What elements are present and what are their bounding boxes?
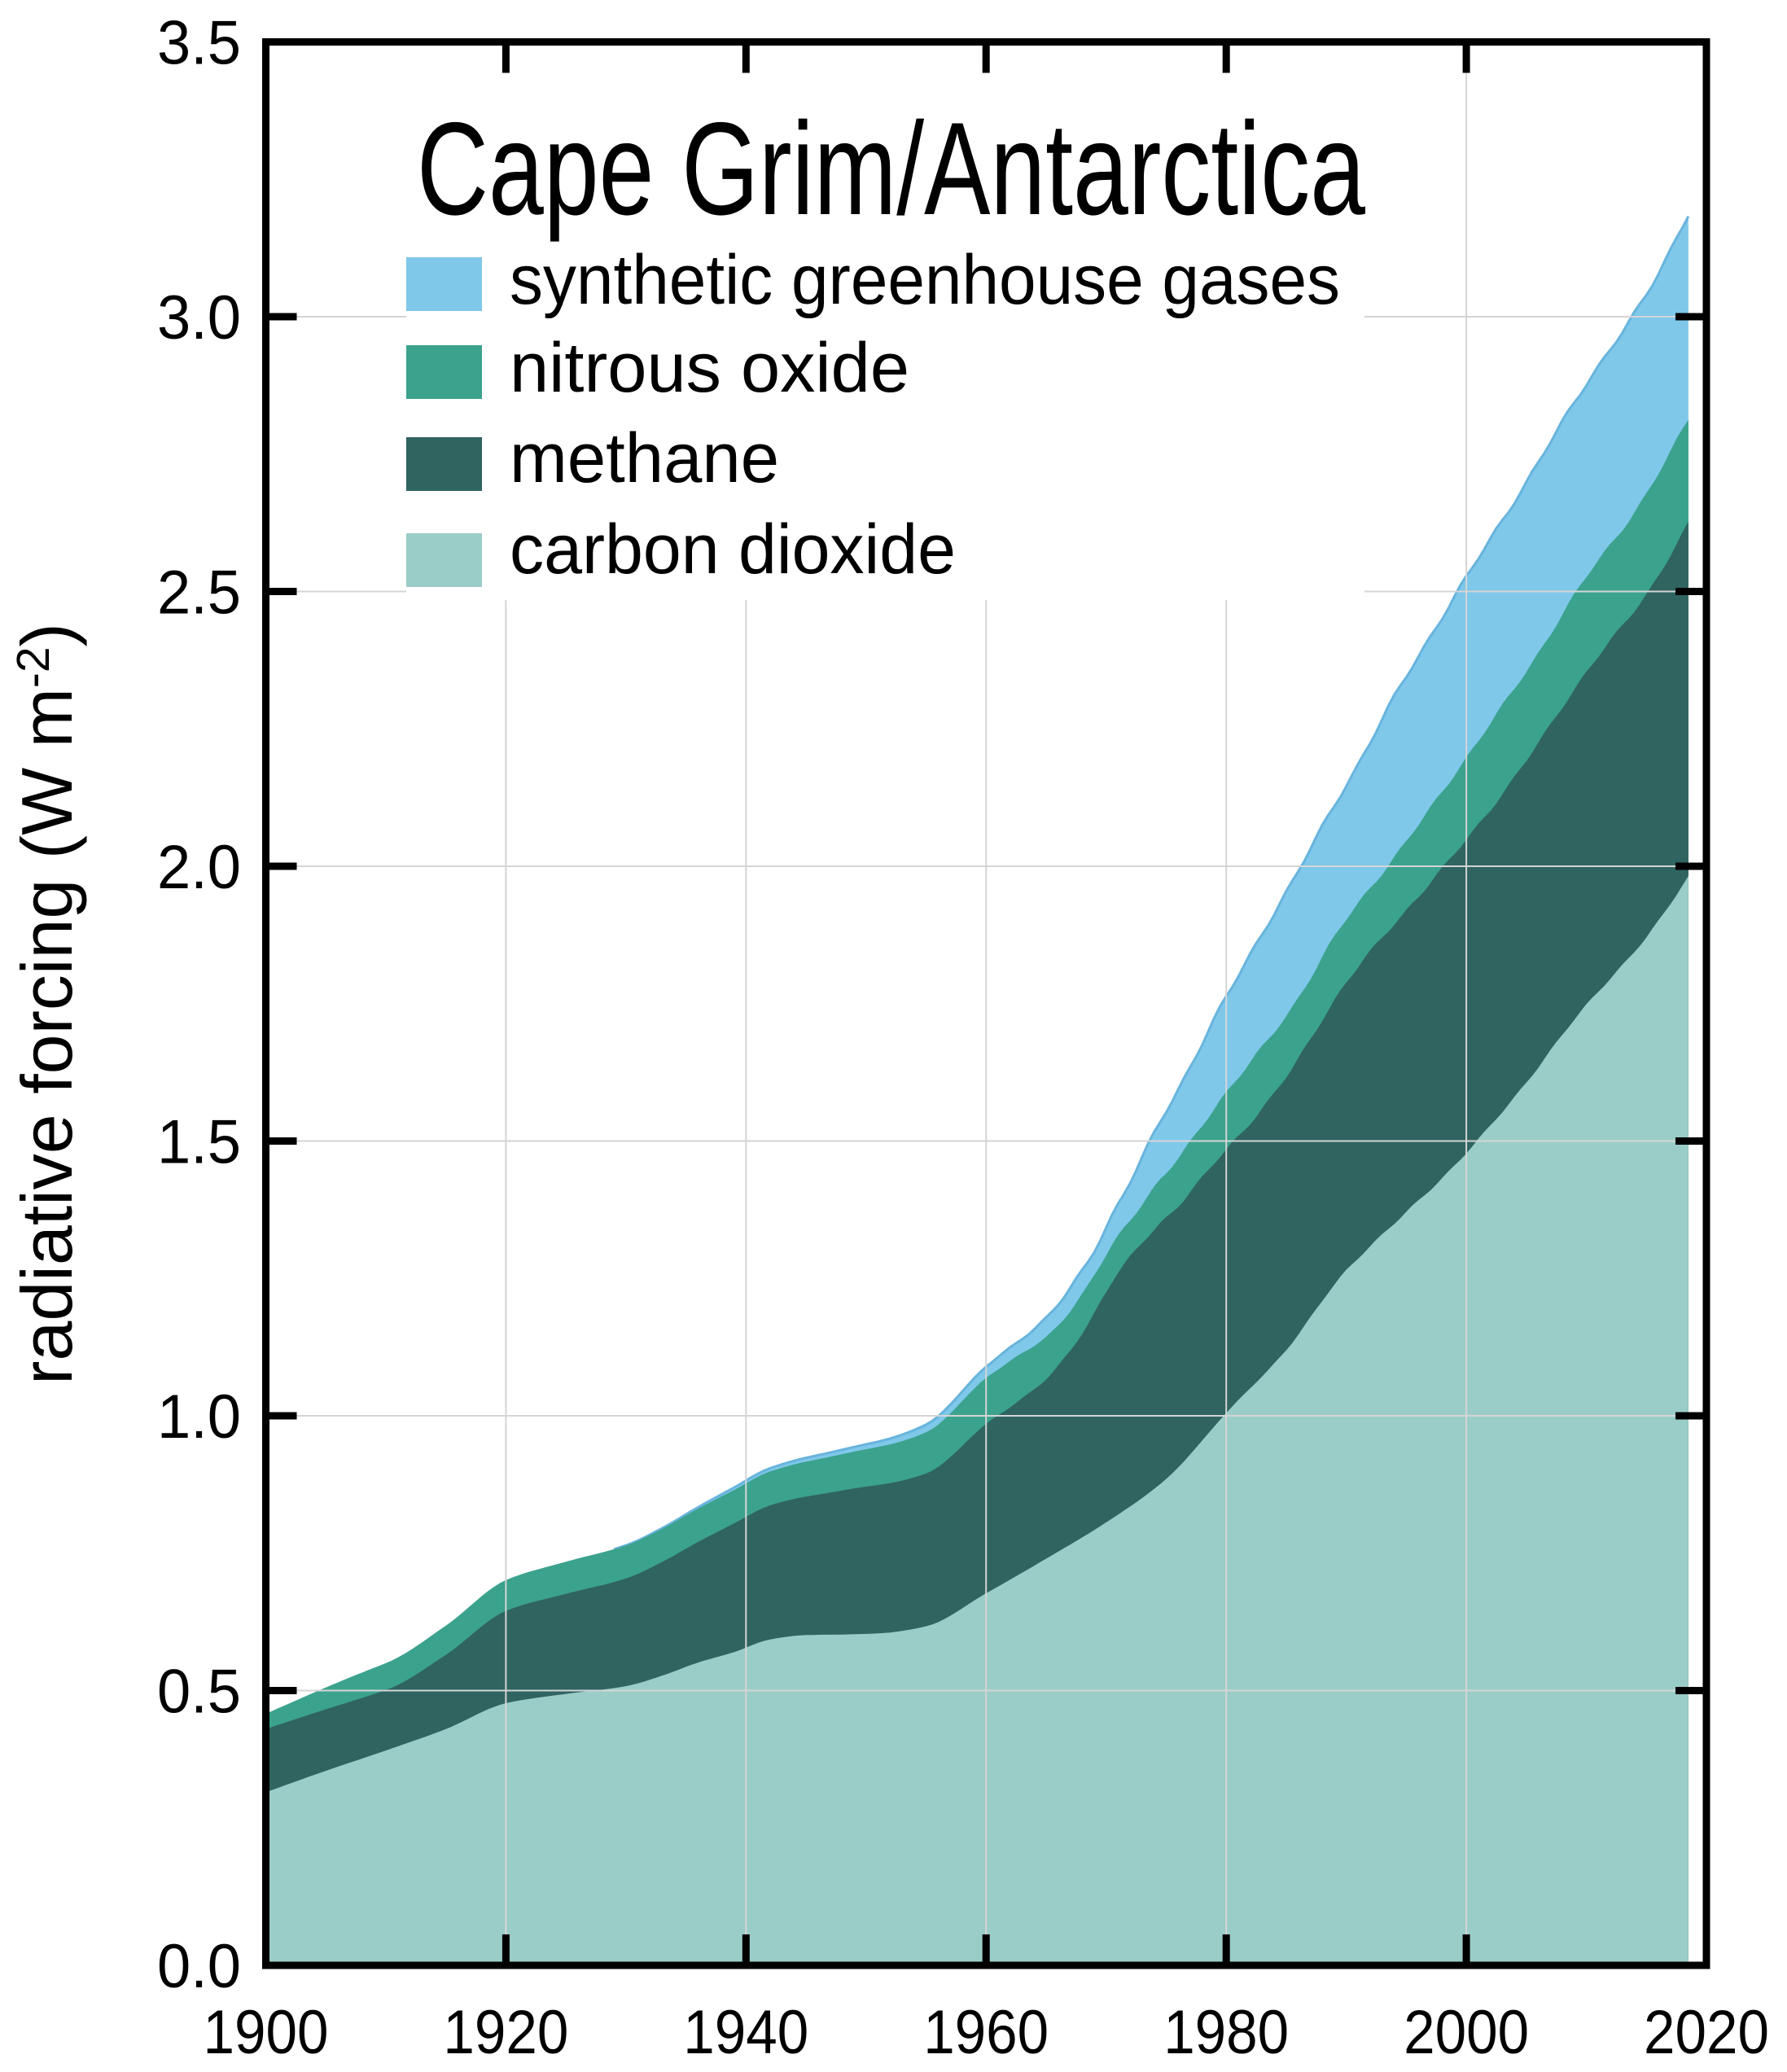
svg-text:2.5: 2.5 <box>157 559 241 628</box>
svg-text:2000: 2000 <box>1404 1998 1529 2067</box>
svg-text:1.0: 1.0 <box>157 1382 241 1452</box>
svg-text:3.0: 3.0 <box>157 283 241 353</box>
svg-text:1940: 1940 <box>683 1998 808 2067</box>
svg-text:nitrous oxide: nitrous oxide <box>510 329 909 407</box>
svg-text:radiative forcing (W m-2): radiative forcing (W m-2) <box>7 623 87 1385</box>
svg-text:3.5: 3.5 <box>157 9 241 78</box>
svg-text:synthetic greenhouse gases: synthetic greenhouse gases <box>510 241 1340 319</box>
svg-text:Cape Grim/Antarctica: Cape Grim/Antarctica <box>417 95 1366 243</box>
svg-text:carbon dioxide: carbon dioxide <box>510 510 956 589</box>
svg-text:1960: 1960 <box>923 1998 1049 2067</box>
svg-text:2020: 2020 <box>1644 1998 1769 2067</box>
svg-text:1920: 1920 <box>443 1998 568 2067</box>
svg-text:methane: methane <box>510 419 779 497</box>
svg-text:1900: 1900 <box>204 1998 329 2067</box>
svg-text:1980: 1980 <box>1163 1998 1289 2067</box>
svg-text:0.5: 0.5 <box>157 1658 241 1727</box>
svg-text:0.0: 0.0 <box>157 1932 241 2001</box>
svg-text:2.0: 2.0 <box>157 833 241 902</box>
svg-text:1.5: 1.5 <box>157 1108 241 1177</box>
